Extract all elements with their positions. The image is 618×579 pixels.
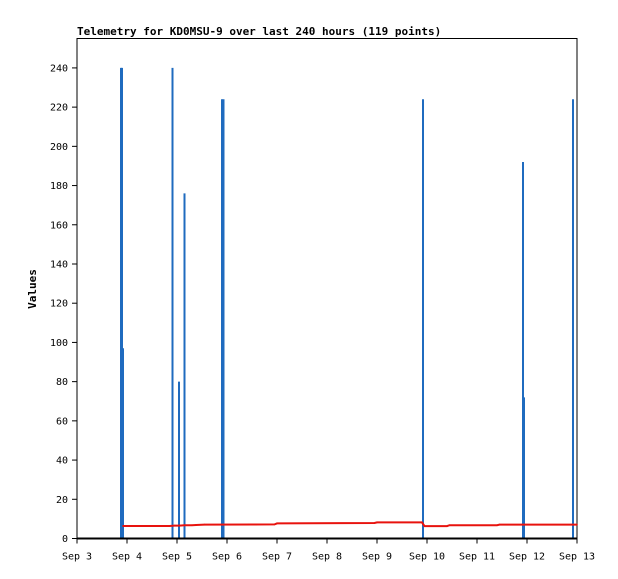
x-axis: Sep 3 Sep 4 Sep 5 Sep 6 Sep 7 Sep 8 Sep 9 Sep 1… [62,538,595,563]
telemetry-step-point [423,525,426,527]
chart-title: Telemetry for KD0MSU-9 over last 240 hou… [77,25,441,38]
y-tick-label: 180 [50,181,68,192]
y-tick-label: 60 [56,416,68,427]
y-axis: 0 20 40 60 80 100 120 140 160 180 200 220 240 [50,63,77,545]
x-tick-label: Sep 12 [509,552,545,563]
y-tick-label: 0 [62,534,68,545]
x-tick-label: Sep 4 [112,552,142,563]
x-tick-label: Sep 6 [212,552,242,563]
telemetry-step-point [498,523,501,526]
x-tick-label: Sep 7 [262,552,292,563]
telemetry-step-point [173,524,176,527]
y-tick-label: 200 [50,142,68,153]
y-tick-label: 240 [50,63,68,74]
y-tick-label: 140 [50,259,68,270]
x-tick-label: Sep 9 [362,552,392,563]
x-tick-label: Sep 5 [162,552,192,563]
x-tick-label: Sep 11 [459,552,495,563]
x-tick-label: Sep 13 [559,552,595,563]
telemetry-step-point [421,521,423,524]
telemetry-step-point [496,524,498,526]
y-tick-label: 80 [56,377,68,388]
telemetry-step-point [195,524,197,526]
y-tick-label: 160 [50,220,68,231]
plot-area [76,38,578,539]
telemetry-step-point [178,524,181,527]
telemetry-step-point [576,523,578,526]
y-tick-label: 100 [50,338,68,349]
y-tick-label: 220 [50,103,68,114]
y-tick-label: 120 [50,299,68,310]
y-tick-label: 20 [56,495,68,506]
x-tick-label: Sep 10 [409,552,445,563]
telemetry-step-point [122,525,124,527]
telemetry-step-point [191,524,193,526]
y-tick-label: 40 [56,456,68,467]
telemetry-step-point [448,524,451,526]
y-axis-label: Values [26,269,39,309]
telemetry-step-point [446,525,448,527]
telemetry-step-point [376,521,378,524]
x-tick-label: Sep 8 [312,552,342,563]
telemetry-step-point [273,523,276,526]
telemetry-step-point [183,524,186,526]
telemetry-step-point [168,525,171,527]
series-layer [77,67,578,540]
telemetry-step-point [373,522,376,524]
x-tick-label: Sep 3 [62,552,92,563]
telemetry-step-point [203,523,206,526]
telemetry-step-point [276,522,278,525]
